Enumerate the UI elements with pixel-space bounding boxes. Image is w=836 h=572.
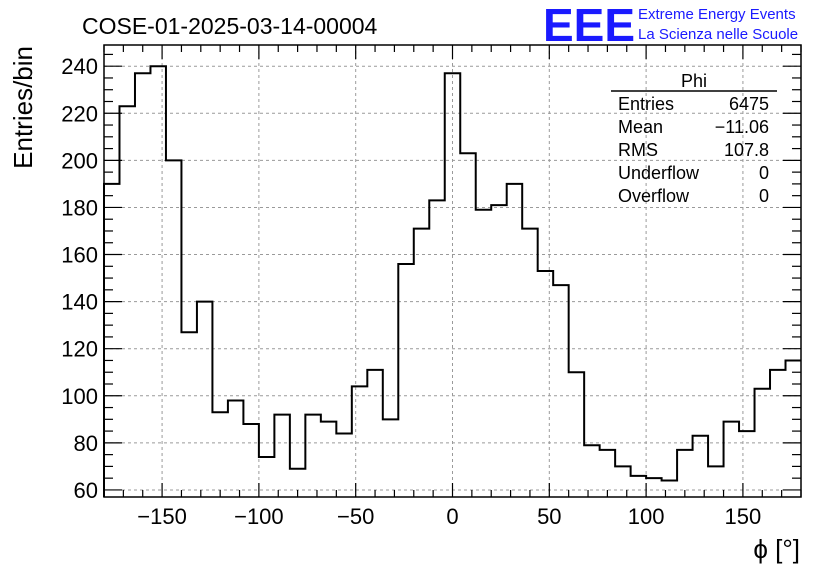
y-tick-label: 240: [61, 54, 98, 79]
histogram-bin: [429, 200, 444, 497]
y-tick-label: 220: [61, 101, 98, 126]
histogram-bin: [677, 450, 692, 497]
histogram-bin: [615, 466, 630, 497]
x-tick-label: 50: [537, 504, 561, 529]
stats-value-underflow: 0: [759, 163, 769, 183]
histogram-bin: [135, 73, 150, 497]
histogram-bin: [522, 229, 537, 497]
y-tick-label: 160: [61, 243, 98, 268]
axis-ticks: [103, 45, 802, 497]
stats-value-rms: 107.8: [724, 140, 769, 160]
histogram-bin: [274, 415, 289, 497]
histogram-bin: [305, 415, 320, 497]
histogram-bin: [259, 457, 274, 497]
stats-box: Phi Entries 6475 Mean −11.06 RMS 107.8 U…: [611, 71, 777, 206]
y-tick-label: 80: [74, 431, 98, 456]
histogram-bin: [646, 478, 661, 497]
stats-label-entries: Entries: [618, 94, 674, 114]
histogram-bin: [243, 424, 258, 497]
x-tick-label: −150: [137, 504, 187, 529]
stats-value-entries: 6475: [729, 94, 769, 114]
x-tick-labels: −150 −100 −50 0 50 100 150: [137, 504, 761, 529]
histogram-bin: [414, 229, 429, 497]
histogram-bin: [476, 210, 491, 497]
histogram-bin: [398, 264, 413, 497]
histogram-bin: [352, 386, 367, 497]
x-tick-label: 100: [628, 504, 665, 529]
histogram-bin: [755, 389, 770, 497]
histogram-bin: [445, 73, 460, 497]
x-axis-title: ϕ [°]: [753, 534, 800, 564]
stats-value-overflow: 0: [759, 186, 769, 206]
x-tick-label: 150: [725, 504, 762, 529]
histogram-bin: [507, 184, 522, 497]
y-tick-label: 100: [61, 384, 98, 409]
histogram-bin: [383, 419, 398, 497]
y-axis-title: Entries/bin: [8, 46, 38, 169]
y-tick-label: 180: [61, 195, 98, 220]
histogram-bin: [631, 476, 646, 497]
histogram-bin: [724, 422, 739, 497]
logo-line-1: Extreme Energy Events: [638, 6, 796, 23]
histogram-bin: [491, 205, 506, 497]
histogram-bin: [538, 271, 553, 497]
histogram-bin: [197, 302, 212, 497]
eee-logo: EEE Extreme Energy Events La Scienza nel…: [543, 0, 798, 51]
y-tick-label: 60: [74, 478, 98, 503]
histogram-bin: [553, 285, 568, 497]
x-tick-label: 0: [446, 504, 458, 529]
stats-label-rms: RMS: [618, 140, 658, 160]
histogram-series: [103, 65, 801, 497]
x-tick-label: −100: [234, 504, 284, 529]
histogram-bin: [786, 360, 801, 497]
stats-label-underflow: Underflow: [618, 163, 700, 183]
histogram-bin: [228, 400, 243, 497]
y-tick-label: 140: [61, 290, 98, 315]
x-tick-label: −50: [337, 504, 374, 529]
histogram-bin: [336, 433, 351, 497]
histogram-bin: [770, 370, 785, 497]
y-tick-labels: 60 80 100 120 140 160 180 200 220 240: [61, 54, 98, 503]
histogram-bin: [460, 153, 475, 497]
histogram-bin: [662, 481, 677, 497]
histogram-bin: [584, 445, 599, 497]
stats-label-overflow: Overflow: [618, 186, 690, 206]
histogram-bin: [212, 412, 227, 497]
histogram-bin: [708, 466, 723, 497]
histogram-bin: [321, 422, 336, 497]
logo-mark: EEE: [543, 0, 635, 51]
histogram-bin: [569, 372, 584, 497]
histogram-bin: [739, 431, 754, 497]
histogram-bin: [181, 332, 196, 497]
histogram-bin: [693, 436, 708, 497]
histogram-bin: [600, 450, 615, 497]
stats-value-mean: −11.06: [715, 117, 769, 137]
chart-title: COSE-01-2025-03-14-00004: [82, 13, 378, 39]
stats-title: Phi: [681, 71, 707, 91]
histogram-outline: [103, 65, 801, 497]
y-tick-label: 120: [61, 337, 98, 362]
histogram-bin: [166, 160, 181, 497]
histogram-bin: [367, 370, 382, 497]
logo-line-2: La Scienza nelle Scuole: [638, 26, 798, 43]
y-tick-label: 200: [61, 148, 98, 173]
grid-lines: [104, 45, 801, 497]
stats-label-mean: Mean: [618, 117, 663, 137]
histogram-bin: [150, 66, 165, 497]
